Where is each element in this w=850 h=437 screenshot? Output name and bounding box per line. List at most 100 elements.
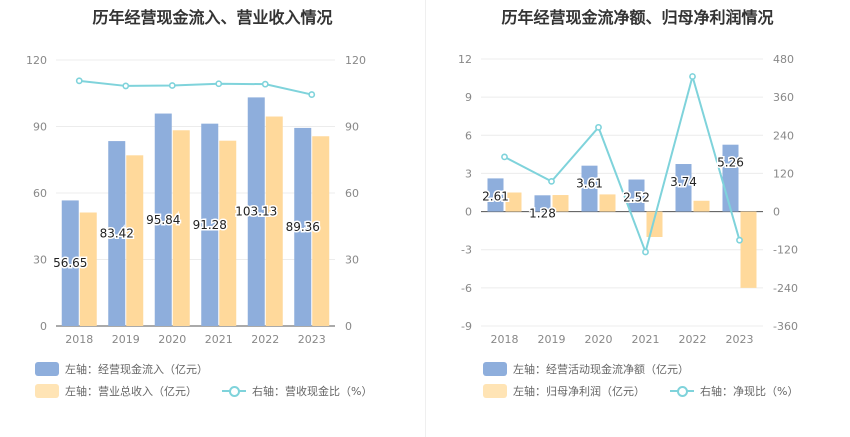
bar-primary (154, 113, 172, 327)
line-point (642, 248, 649, 256)
chart-plot-area: -9 -360 -6 -240 -3 -120 0 0 3 120 6 240 9 360 12 480 201… (458, 53, 798, 346)
y-axis-left-tick: 3 (465, 167, 472, 180)
bar-primary (581, 165, 598, 212)
y-axis-right-tick: 0 (345, 320, 352, 333)
x-axis-tick: 2019 (538, 333, 566, 346)
x-axis-tick: 2020 (585, 333, 613, 346)
y-axis-right-tick: 90 (345, 121, 359, 134)
legend-label: 右轴：营收现金比（%） (252, 385, 373, 398)
data-label: 83.42 (100, 227, 134, 241)
y-axis-left-tick: 90 (33, 121, 47, 134)
bar-secondary (312, 136, 330, 326)
series-line (504, 72, 741, 256)
data-label: 2.61 (482, 189, 509, 203)
y-axis-right-tick: 60 (345, 187, 359, 200)
bar-secondary (172, 130, 190, 326)
legend-swatch-blue (35, 362, 59, 376)
data-label: 1.28 (529, 206, 556, 220)
y-axis-right-tick: -360 (773, 320, 798, 333)
bar-primary (675, 164, 692, 212)
x-axis-tick: 2018 (65, 333, 93, 346)
x-axis-tick: 2023 (298, 333, 326, 346)
legend-swatch-orange (483, 384, 507, 398)
bar-primary (628, 179, 645, 212)
y-axis-right-tick: -120 (773, 244, 798, 257)
y-axis-left-tick: 9 (465, 91, 472, 104)
bar-primary (487, 178, 504, 212)
y-axis-left-tick: 60 (33, 187, 47, 200)
legend-label: 左轴：归母净利润（亿元） (513, 385, 645, 398)
data-label: 3.74 (670, 175, 697, 189)
x-axis-tick: 2020 (158, 333, 186, 346)
bar-secondary (126, 155, 144, 326)
x-axis-tick: 2018 (491, 333, 519, 346)
data-label: 3.61 (576, 177, 603, 191)
line-point (122, 82, 130, 90)
y-axis-right-tick: -240 (773, 282, 798, 295)
chart-title: 历年经营现金流净额、归母净利润情况 (501, 8, 774, 27)
bar-secondary (219, 140, 237, 326)
data-label: 89.36 (286, 220, 320, 234)
line-point (689, 73, 696, 80)
legend-label: 左轴：营业总收入（亿元） (65, 385, 197, 398)
bar-primary (108, 141, 126, 326)
y-axis-left-tick: 120 (26, 54, 47, 67)
bar-primary (534, 195, 551, 212)
legend-item-net-profit[interactable]: 左轴：归母净利润（亿元） (483, 383, 645, 399)
legend-swatch-orange (35, 384, 59, 398)
legend-swatch-line (222, 384, 246, 398)
line-point (501, 153, 508, 161)
data-label: 56.65 (53, 256, 87, 270)
x-axis-tick: 2022 (679, 333, 707, 346)
bar-secondary (693, 200, 710, 212)
line-point (261, 80, 269, 88)
y-axis-left-tick: -9 (461, 320, 472, 333)
legend-item-net-cash[interactable]: 左轴：经营活动现金流净额（亿元） (483, 361, 689, 377)
x-axis-tick: 2021 (205, 333, 233, 346)
y-axis-left-tick: 12 (458, 53, 472, 66)
y-axis-left-tick: 0 (465, 206, 472, 219)
chart-panel-net-cash: 历年经营现金流净额、归母净利润情况 -9 -360 -6 -240 -3 -120 0 0 3 1… (425, 0, 850, 437)
y-axis-left-tick: 6 (465, 129, 472, 142)
data-label: 103.13 (235, 205, 277, 219)
data-label: 91.28 (193, 218, 227, 232)
legend-swatch-blue (483, 362, 507, 376)
bar-secondary (599, 194, 616, 212)
legend-swatch-line (670, 384, 694, 398)
bar-secondary (740, 211, 757, 288)
bar-primary (61, 200, 79, 326)
chart-panel-cash-inflow: 历年经营现金流入、营业收入情况 0 0 30 30 60 60 90 90 120 120 2018… (26, 8, 372, 399)
series-line (79, 79, 312, 96)
legend-label: 右轴：净现比（%） (700, 385, 799, 398)
legend-label: 左轴：经营活动现金流净额（亿元） (513, 363, 689, 376)
y-axis-right-tick: 120 (345, 54, 366, 67)
line-point (215, 80, 223, 88)
y-axis-left-tick: -3 (461, 244, 472, 257)
bar-primary (247, 97, 265, 326)
legend-item-net-cash-ratio[interactable]: 右轴：净现比（%） (670, 383, 798, 399)
line-point (308, 91, 316, 98)
chart-title: 历年经营现金流入、营业收入情况 (92, 8, 333, 27)
legend-item-cash-inflow[interactable]: 左轴：经营现金流入（亿元） (35, 361, 208, 377)
y-axis-right-tick: 0 (773, 206, 780, 219)
y-axis-left-tick: 30 (33, 254, 47, 267)
bar-primary (201, 123, 219, 327)
chart-plot-area: 0 0 30 30 60 60 90 90 120 120 2018 2019 2020 2021 2022… (26, 54, 366, 346)
x-axis-tick: 2022 (251, 333, 279, 346)
y-axis-right-tick: 480 (773, 53, 794, 66)
bar-primary (294, 127, 312, 326)
line-point (75, 77, 83, 85)
panel-divider (425, 0, 426, 437)
legend-item-revenue[interactable]: 左轴：营业总收入（亿元） (35, 383, 197, 399)
bar-secondary (79, 212, 97, 326)
x-axis-tick: 2019 (112, 333, 140, 346)
data-label: 5.26 (717, 156, 744, 170)
line-point (595, 123, 602, 131)
legend-item-cash-ratio[interactable]: 右轴：营收现金比（%） (222, 383, 372, 399)
line-point (168, 82, 176, 89)
y-axis-right-tick: 30 (345, 254, 359, 267)
y-axis-right-tick: 120 (773, 167, 794, 180)
y-axis-right-tick: 360 (773, 91, 794, 104)
x-axis-tick: 2021 (632, 333, 660, 346)
y-axis-right-tick: 240 (773, 129, 794, 142)
